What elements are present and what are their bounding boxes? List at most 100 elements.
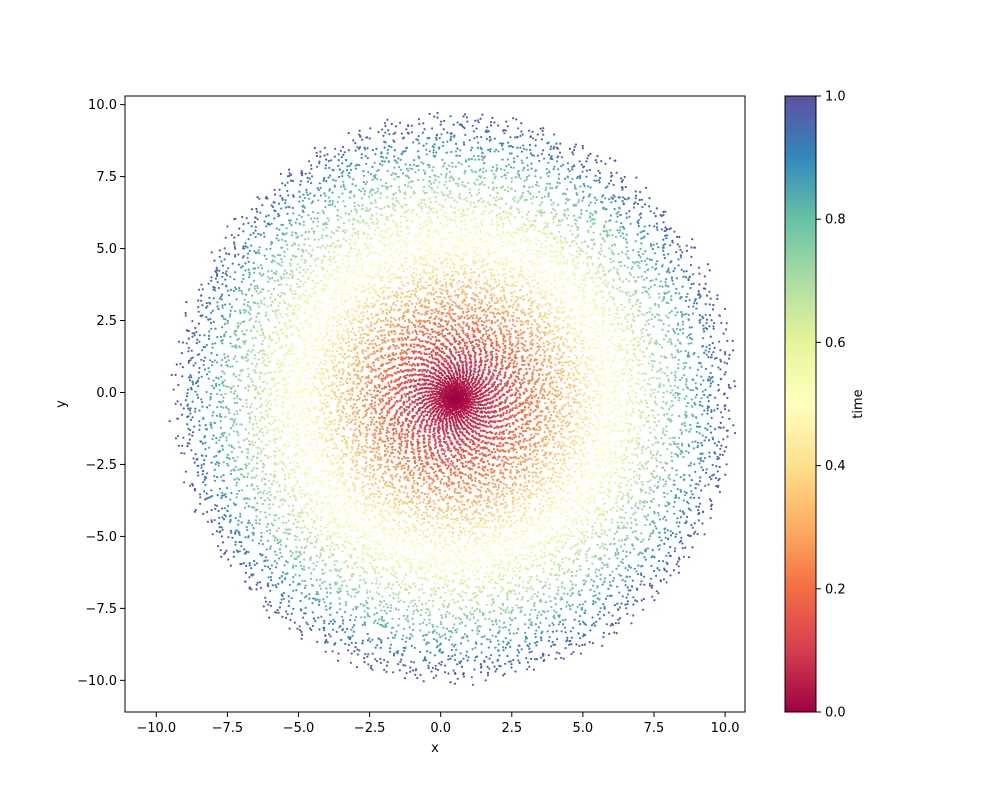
scatter-point <box>364 581 367 584</box>
scatter-point <box>226 365 229 368</box>
scatter-point <box>530 657 533 661</box>
scatter-point <box>545 186 548 189</box>
scatter-point <box>319 155 322 158</box>
scatter-point <box>655 377 658 380</box>
scatter-point <box>571 233 574 236</box>
scatter-point <box>569 608 572 611</box>
scatter-point <box>676 235 679 238</box>
scatter-point <box>272 287 276 290</box>
scatter-point <box>688 430 691 433</box>
scatter-point <box>493 177 496 180</box>
scatter-point <box>270 579 273 582</box>
scatter-point <box>293 243 296 246</box>
scatter-point <box>441 158 444 161</box>
scatter-point <box>400 152 403 155</box>
scatter-point <box>593 201 597 204</box>
scatter-point <box>342 200 345 203</box>
scatter-point <box>366 601 369 605</box>
scatter-point <box>687 464 690 467</box>
scatter-point <box>243 303 246 306</box>
scatter-point <box>269 493 272 497</box>
scatter-point <box>644 259 647 262</box>
scatter-point <box>686 336 689 339</box>
scatter-point <box>341 162 344 165</box>
scatter-point <box>359 578 362 582</box>
scatter-point <box>367 607 370 610</box>
scatter-point <box>656 475 659 478</box>
scatter-point <box>656 441 660 445</box>
scatter-point <box>476 178 479 181</box>
scatter-point <box>222 479 226 483</box>
scatter-point <box>224 272 227 275</box>
scatter-point <box>428 112 431 115</box>
scatter-point <box>689 388 692 392</box>
scatter-point <box>562 213 565 216</box>
scatter-point <box>558 574 561 577</box>
scatter-point <box>707 400 710 403</box>
scatter-point <box>260 535 263 538</box>
scatter-point <box>348 164 351 167</box>
scatter-point <box>673 331 677 335</box>
scatter-point <box>254 519 258 522</box>
scatter-point <box>669 437 672 440</box>
scatter-point <box>368 137 371 140</box>
scatter-point <box>708 314 712 317</box>
scatter-point <box>319 548 322 552</box>
scatter-point <box>725 322 728 325</box>
scatter-point <box>495 186 499 189</box>
scatter-point <box>360 616 363 619</box>
scatter-point <box>669 478 672 481</box>
scatter-point <box>570 636 574 639</box>
scatter-point <box>250 403 253 406</box>
scatter-point <box>277 517 280 520</box>
scatter-point <box>497 594 500 598</box>
scatter-point <box>635 194 638 197</box>
scatter-point <box>358 586 361 589</box>
scatter-point <box>374 619 377 622</box>
scatter-point <box>371 652 374 655</box>
scatter-point <box>380 207 383 210</box>
scatter-point <box>222 396 225 399</box>
scatter-point <box>548 170 551 173</box>
scatter-point <box>603 208 606 211</box>
scatter-point <box>684 276 687 279</box>
scatter-point <box>635 600 639 603</box>
scatter-point <box>325 234 328 237</box>
scatter-point <box>619 226 622 229</box>
scatter-point <box>648 205 651 208</box>
scatter-point <box>258 197 261 200</box>
scatter-point <box>460 642 463 645</box>
scatter-point <box>665 229 668 232</box>
scatter-point <box>664 483 667 486</box>
scatter-point <box>582 579 585 582</box>
scatter-point <box>263 303 266 306</box>
scatter-point <box>653 510 656 513</box>
scatter-point <box>191 320 194 323</box>
scatter-point <box>409 666 412 669</box>
scatter-point <box>491 620 494 623</box>
scatter-point <box>298 551 302 554</box>
scatter-point <box>650 369 653 372</box>
scatter-point <box>564 193 567 196</box>
scatter-point <box>539 621 542 624</box>
scatter-point <box>580 606 584 609</box>
scatter-point <box>692 447 696 450</box>
scatter-point <box>403 197 406 200</box>
scatter-point <box>565 640 568 643</box>
scatter-point <box>284 201 287 204</box>
scatter-point <box>411 167 414 171</box>
scatter-point <box>651 266 654 269</box>
scatter-point <box>669 338 672 341</box>
scatter-point <box>490 169 493 172</box>
scatter-point <box>278 577 281 580</box>
scatter-point <box>583 240 587 243</box>
scatter-point <box>242 277 245 280</box>
scatter-point <box>682 362 685 365</box>
scatter-point <box>242 273 245 276</box>
scatter-point <box>656 313 659 316</box>
scatter-point <box>504 662 507 665</box>
scatter-point <box>479 610 482 614</box>
scatter-point <box>281 581 284 584</box>
scatter-point <box>677 525 680 528</box>
scatter-point <box>184 399 187 402</box>
